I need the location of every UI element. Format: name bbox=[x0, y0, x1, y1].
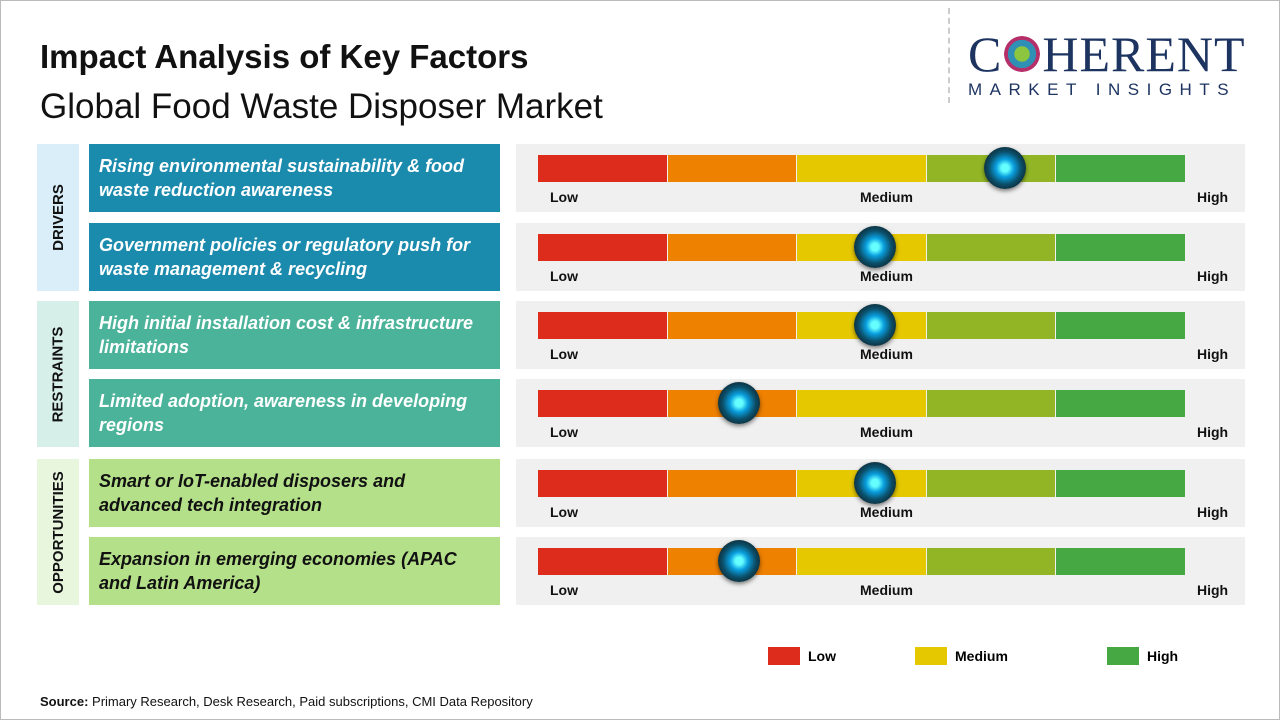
scale-label-high: High bbox=[1197, 268, 1229, 284]
scale-label-low: Low bbox=[550, 504, 578, 520]
scale-label-low: Low bbox=[550, 582, 578, 598]
gauge-segment bbox=[797, 390, 926, 417]
gauge-segment bbox=[797, 548, 926, 575]
scale-label-high: High bbox=[1197, 582, 1229, 598]
category-label: RESTRAINTS bbox=[49, 326, 67, 422]
impact-gauge: Low Medium High bbox=[516, 223, 1245, 291]
category-restraints: RESTRAINTS bbox=[37, 301, 79, 447]
impact-gauge: Low Medium High bbox=[516, 459, 1245, 527]
impact-marker bbox=[717, 382, 760, 424]
impact-marker bbox=[983, 147, 1026, 189]
impact-gauge: Low Medium High bbox=[516, 379, 1245, 447]
impact-marker bbox=[717, 540, 760, 582]
logo-subtext: MARKET INSIGHTS bbox=[968, 80, 1237, 99]
impact-marker bbox=[853, 304, 896, 346]
gauge-segment bbox=[667, 234, 797, 261]
scale-label-low: Low bbox=[550, 189, 578, 205]
globe-icon bbox=[1004, 36, 1041, 72]
logo-text: HERENT bbox=[1042, 26, 1246, 82]
gauge-segment bbox=[538, 155, 667, 182]
gauge-segment bbox=[926, 548, 1056, 575]
gauge-segment bbox=[667, 312, 797, 339]
category-label: OPPORTUNITIES bbox=[49, 470, 67, 594]
gauge-segment bbox=[926, 234, 1056, 261]
gauge-segment bbox=[1056, 390, 1185, 417]
gauge-segment bbox=[797, 155, 926, 182]
category-drivers: DRIVERS bbox=[37, 144, 79, 291]
factor-label: Limited adoption, awareness in developin… bbox=[89, 379, 500, 447]
gauge-segment bbox=[538, 390, 667, 417]
gauge-segment bbox=[538, 470, 667, 497]
impact-gauge: Low Medium High bbox=[516, 301, 1245, 369]
scale-label-medium: Medium bbox=[860, 504, 913, 520]
factor-label: Expansion in emerging economies (APAC an… bbox=[89, 537, 500, 605]
factor-label: High initial installation cost & infrast… bbox=[89, 301, 500, 369]
scale-label-high: High bbox=[1197, 189, 1229, 205]
scale-label-medium: Medium bbox=[860, 189, 913, 205]
scale-label-medium: Medium bbox=[860, 424, 913, 440]
gauge-segment bbox=[538, 234, 667, 261]
gauge-segment bbox=[667, 155, 797, 182]
scale-label-medium: Medium bbox=[860, 582, 913, 598]
scale-label-high: High bbox=[1197, 504, 1229, 520]
logo: C HERENT MARKET INSIGHTS bbox=[968, 26, 1263, 100]
gauge-segment bbox=[538, 312, 667, 339]
scale-label-low: Low bbox=[550, 346, 578, 362]
gauge-segment bbox=[926, 470, 1056, 497]
category-opportunities: OPPORTUNITIES bbox=[37, 459, 79, 605]
scale-label-medium: Medium bbox=[860, 346, 913, 362]
category-label: DRIVERS bbox=[49, 184, 67, 251]
gauge-segment bbox=[926, 312, 1056, 339]
impact-gauge: Low Medium High bbox=[516, 144, 1245, 212]
gauge-segment bbox=[1056, 312, 1185, 339]
logo-text: C bbox=[968, 26, 1003, 82]
legend-swatch bbox=[1107, 647, 1139, 665]
legend-item: Low bbox=[768, 647, 836, 665]
legend-item: High bbox=[1107, 647, 1178, 665]
impact-marker bbox=[853, 462, 896, 504]
impact-marker bbox=[853, 226, 896, 268]
page-title: Impact Analysis of Key Factors bbox=[40, 38, 529, 75]
scale-label-medium: Medium bbox=[860, 268, 913, 284]
gauge-segment bbox=[1056, 548, 1185, 575]
factor-label: Government policies or regulatory push f… bbox=[89, 223, 500, 291]
gauge-segment bbox=[538, 548, 667, 575]
scale-label-high: High bbox=[1197, 424, 1229, 440]
legend-swatch bbox=[915, 647, 947, 665]
legend-item: Medium bbox=[915, 647, 1008, 665]
legend-label: Low bbox=[808, 648, 836, 664]
source-note: Source: Primary Research, Desk Research,… bbox=[40, 694, 533, 709]
legend-swatch bbox=[768, 647, 800, 665]
impact-gauge: Low Medium High bbox=[516, 537, 1245, 605]
gauge-segment bbox=[667, 470, 797, 497]
source-text: Primary Research, Desk Research, Paid su… bbox=[88, 694, 533, 709]
divider bbox=[948, 8, 950, 103]
gauge-segment bbox=[926, 390, 1056, 417]
source-label: Source: bbox=[40, 694, 89, 709]
gauge-segment bbox=[1056, 155, 1185, 182]
page-subtitle: Global Food Waste Disposer Market bbox=[40, 87, 603, 126]
legend-label: High bbox=[1147, 648, 1179, 664]
gauge-segment bbox=[1056, 234, 1185, 261]
factor-label: Smart or IoT-enabled disposers and advan… bbox=[89, 459, 500, 527]
factor-label: Rising environmental sustainability & fo… bbox=[89, 144, 500, 212]
gauge-segment bbox=[1056, 470, 1185, 497]
scale-label-low: Low bbox=[550, 268, 578, 284]
scale-label-low: Low bbox=[550, 424, 578, 440]
scale-label-high: High bbox=[1197, 346, 1229, 362]
legend-label: Medium bbox=[955, 648, 1008, 664]
